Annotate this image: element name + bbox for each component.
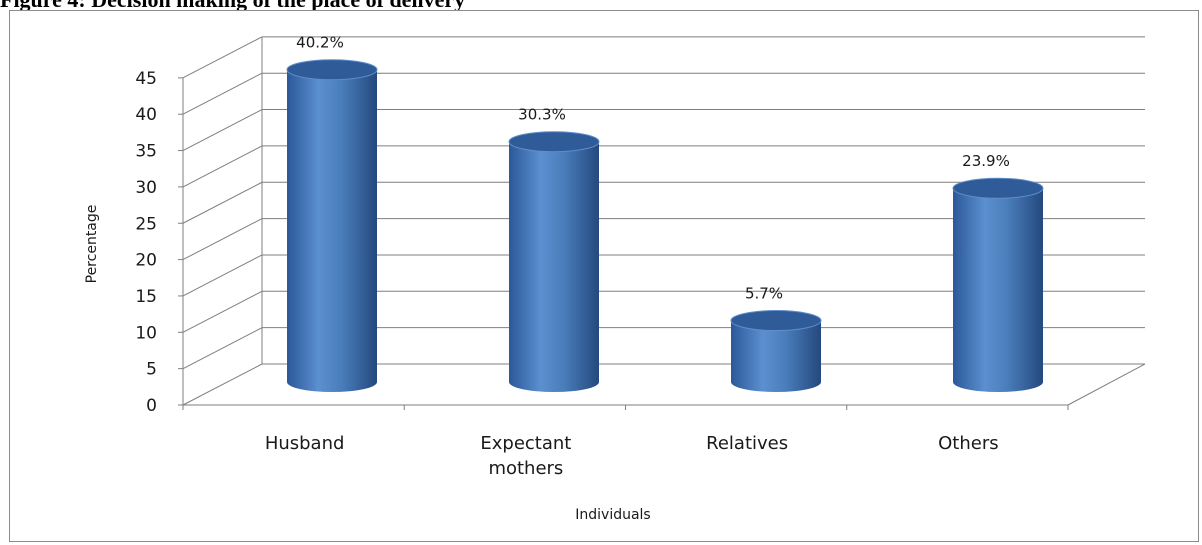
bar-body	[731, 320, 821, 392]
y-tick-label: 35	[135, 142, 157, 162]
category-label: Others	[938, 433, 999, 454]
y-tick-label: 25	[135, 214, 157, 234]
y-tick-label: 15	[135, 287, 157, 307]
side-wall-line	[182, 218, 263, 261]
category-label: Expectant mothers	[480, 433, 571, 479]
y-tick-label: 10	[135, 323, 157, 343]
category-label: Husband	[265, 433, 345, 454]
bar-top	[730, 310, 822, 332]
figure-caption: Figure 4: Decision making of the place o…	[0, 0, 465, 11]
chart-frame	[9, 10, 1199, 542]
bar-body	[287, 69, 377, 392]
y-tick-label: 40	[135, 105, 157, 125]
y-tick-label: 20	[135, 251, 157, 271]
bar	[508, 131, 600, 392]
y-tick-label: 0	[146, 396, 157, 416]
bar-body	[953, 188, 1043, 392]
data-labels: 40.2% 30.3% 5.7% 23.9%	[296, 34, 1010, 303]
category-label: Relatives	[706, 433, 788, 454]
bar	[286, 59, 378, 392]
side-wall-line	[182, 254, 263, 297]
side-wall-line	[182, 109, 263, 151]
bars	[286, 59, 1044, 392]
data-label: 5.7%	[745, 285, 783, 303]
bar	[730, 310, 822, 392]
data-label: 23.9%	[962, 152, 1010, 170]
y-tick-label: 30	[135, 178, 157, 198]
y-tick-label: 5	[146, 360, 157, 380]
side-wall-line	[182, 72, 263, 115]
side-wall-line	[182, 327, 263, 370]
bar-top	[508, 131, 600, 153]
data-label: 30.3%	[518, 106, 566, 124]
x-axis-title: Individuals	[575, 507, 650, 523]
y-tick-labels: 0 5 10 15 20 25 30 35 40 45	[135, 69, 157, 416]
data-label: 40.2%	[296, 34, 344, 52]
side-wall-line	[182, 290, 263, 333]
bar-body	[509, 141, 599, 392]
y-axis-title: Percentage	[84, 205, 100, 284]
bar	[952, 177, 1044, 392]
axis-line	[1067, 363, 1146, 406]
side-wall-line	[182, 181, 263, 224]
bar-top	[286, 59, 378, 81]
bar-top	[952, 177, 1044, 199]
side-wall-line	[182, 363, 263, 406]
category-labels: Husband Expectant mothers Relatives Others	[265, 433, 999, 479]
side-wall-line	[182, 145, 263, 188]
y-tick-label: 45	[135, 69, 157, 89]
side-wall-line	[182, 36, 263, 79]
